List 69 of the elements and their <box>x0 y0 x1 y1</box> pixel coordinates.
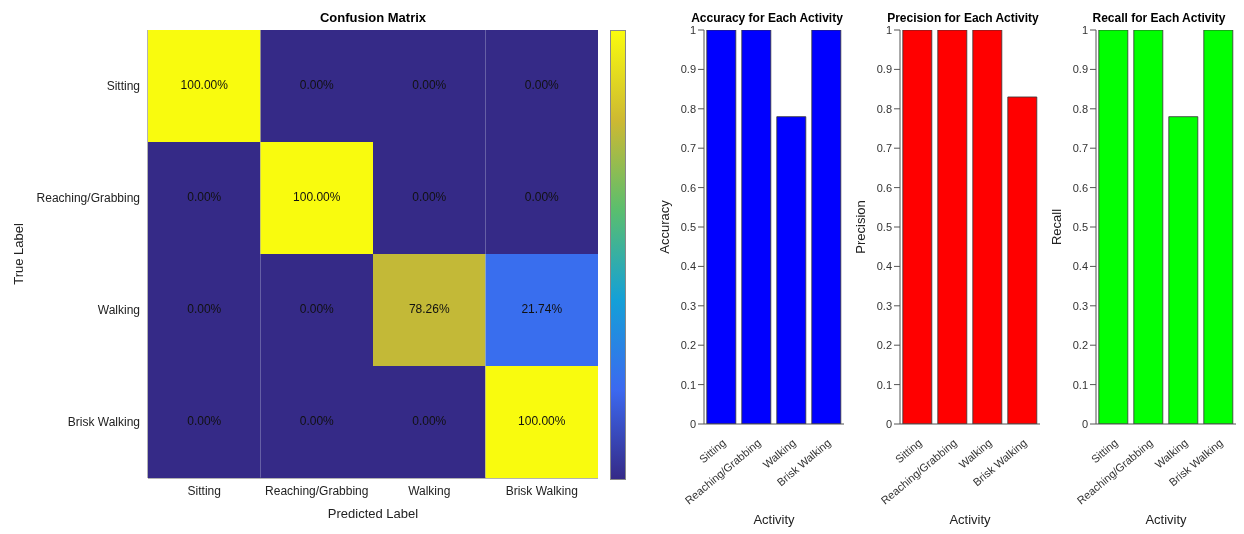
y-tick-label: 0.2 <box>1072 339 1088 352</box>
y-tick-label: 0.7 <box>680 142 696 155</box>
y-tick-label: 0.6 <box>876 181 892 194</box>
x-tick-label: Brisk Walking <box>505 483 578 498</box>
y-tick-label: 0.8 <box>1072 102 1088 115</box>
x-tick-label: Walking <box>408 483 451 498</box>
y-tick-label: Reaching/Grabbing <box>36 191 140 206</box>
y-axis-title: Accuracy <box>656 199 672 254</box>
x-axis-title: Activity <box>753 512 796 527</box>
y-tick-label: 0.6 <box>1072 181 1088 194</box>
x-axis-title: Activity <box>949 512 992 527</box>
y-tick-label: 0.8 <box>680 102 696 115</box>
data-label: 0.00% <box>412 190 447 205</box>
y-tick-label: 0.5 <box>876 220 892 233</box>
data-label: 0.00% <box>524 190 560 205</box>
data-label: 0.00% <box>187 302 222 317</box>
chart-title: Precision for Each Activity <box>886 11 1040 25</box>
x-tick-label: Sitting <box>187 483 221 498</box>
data-label: 0.00% <box>412 414 447 429</box>
x-axis-title: Predicted Label <box>327 506 419 521</box>
y-tick-label: 0.9 <box>876 63 892 76</box>
y-tick-label: 0.2 <box>876 339 892 352</box>
data-label: 78.26% <box>408 302 450 317</box>
y-axis-title: Recall <box>1048 208 1064 246</box>
y-tick-label: 0.7 <box>1072 142 1088 155</box>
chart-title: Recall for Each Activity <box>1091 11 1227 25</box>
data-label: 0.00% <box>187 190 222 205</box>
y-tick-label: Brisk Walking <box>67 415 140 430</box>
x-axis-title: Activity <box>1145 512 1188 527</box>
y-tick-label: 0 <box>689 417 696 430</box>
y-tick-label: 0.3 <box>680 299 696 312</box>
y-axis-title: True Label <box>10 223 26 285</box>
y-tick-label: Sitting <box>106 79 140 94</box>
data-label: 100.00% <box>518 414 566 429</box>
y-tick-label: 1 <box>1081 23 1088 36</box>
y-tick-label: 0.7 <box>876 142 892 155</box>
data-label: 100.00% <box>180 78 229 93</box>
data-label: 21.74% <box>521 302 563 317</box>
y-tick-label: 0.4 <box>1072 260 1088 273</box>
y-tick-label: 0.3 <box>1072 299 1088 312</box>
chart-title: Accuracy for Each Activity <box>690 11 844 25</box>
data-label: 0.00% <box>299 302 335 317</box>
data-label: 0.00% <box>299 78 335 93</box>
y-tick-label: 0.3 <box>876 299 892 312</box>
y-tick-label: 0.5 <box>680 220 696 233</box>
y-axis-title: Precision <box>852 200 868 254</box>
data-label: 0.00% <box>187 414 222 429</box>
data-label: 100.00% <box>293 190 341 205</box>
y-tick-label: 0.4 <box>680 260 696 273</box>
y-tick-label: 0.6 <box>680 181 696 194</box>
y-tick-label: 0.9 <box>680 63 696 76</box>
data-label: 0.00% <box>299 414 335 429</box>
y-tick-label: 0.2 <box>680 339 696 352</box>
data-label: 0.00% <box>524 78 560 93</box>
y-tick-label: 1 <box>689 23 696 36</box>
y-tick-label: 0.5 <box>1072 220 1088 233</box>
y-tick-label: 0.9 <box>1072 63 1088 76</box>
data-label: 0.00% <box>412 78 447 93</box>
y-tick-label: 0.1 <box>876 378 892 391</box>
y-tick-label: 0 <box>1081 417 1088 430</box>
y-tick-label: 0.8 <box>876 102 892 115</box>
y-tick-label: 0.4 <box>876 260 892 273</box>
y-tick-label: 1 <box>885 23 892 36</box>
y-tick-label: Walking <box>97 303 140 318</box>
y-tick-label: 0 <box>885 417 892 430</box>
y-tick-label: 0.1 <box>1072 378 1088 391</box>
y-tick-label: 0.1 <box>680 378 696 391</box>
x-tick-label: Reaching/Grabbing <box>265 483 369 498</box>
chart-title: Confusion Matrix <box>318 10 428 25</box>
